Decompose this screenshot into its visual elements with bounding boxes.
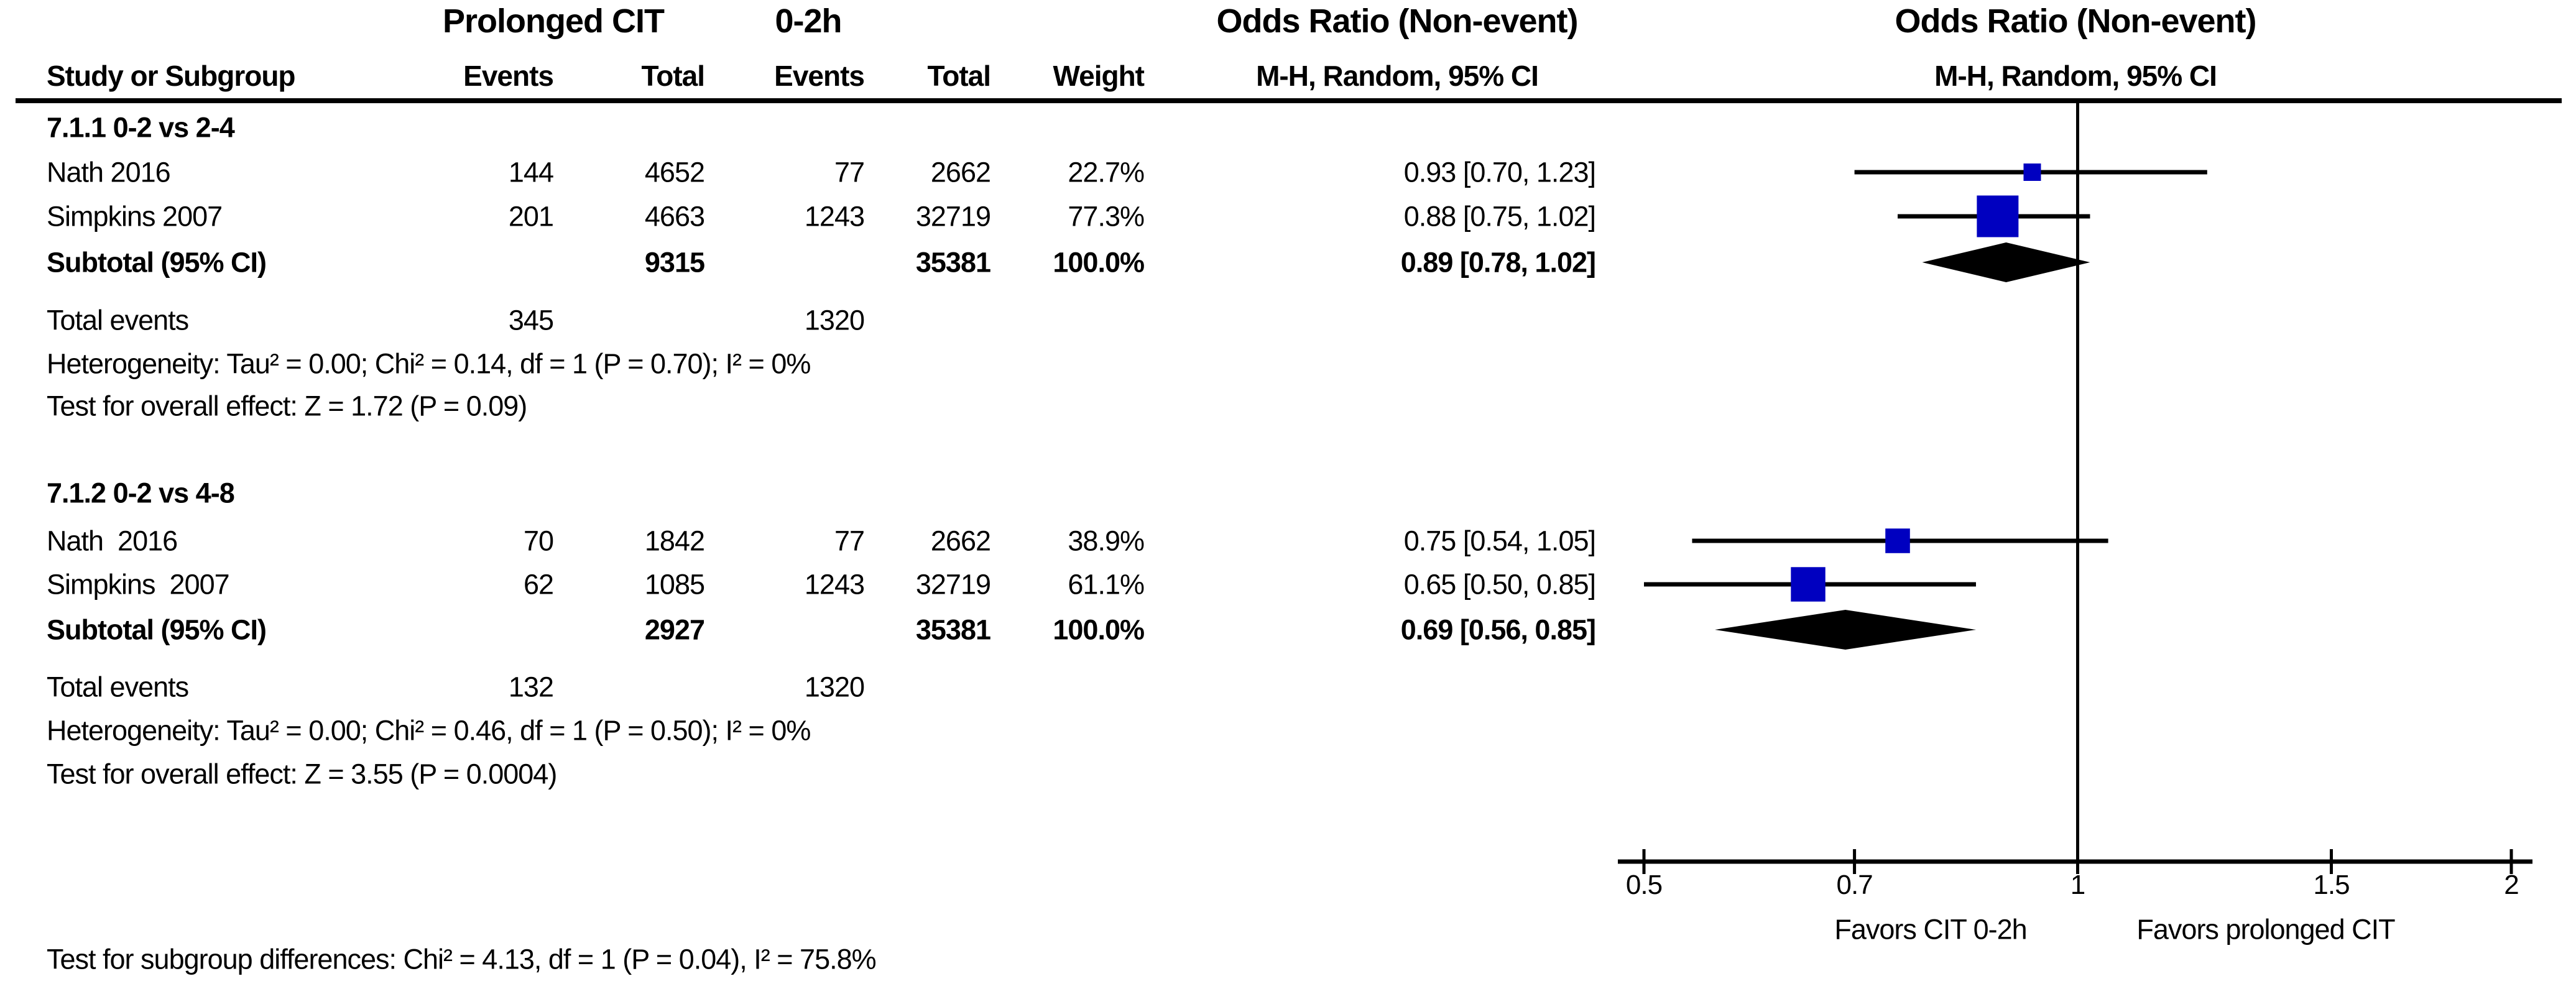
weight-cell: 61.1% xyxy=(1068,568,1145,601)
col-header-mh-plot: M-H, Random, 95% CI xyxy=(1934,60,2217,92)
events1-cell: 201 xyxy=(508,200,554,232)
total1-cell: 1085 xyxy=(644,568,705,601)
total2-cell: 32719 xyxy=(915,568,991,601)
ci-estimate-cell: 0.88 [0.75, 1.02] xyxy=(1403,200,1596,232)
total1-cell: 4663 xyxy=(644,200,705,232)
subtotal-ci: 0.89 [0.78, 1.02] xyxy=(1400,246,1596,278)
col-header-weight: Weight xyxy=(1053,60,1145,92)
effect-square xyxy=(1791,567,1826,602)
subtotal-weight: 100.0% xyxy=(1053,614,1145,646)
axis-tick-label: 1.5 xyxy=(2313,870,2350,900)
subtotal-total2: 35381 xyxy=(915,614,991,646)
heterogeneity-text: Heterogeneity: Tau² = 0.00; Chi² = 0.46,… xyxy=(47,714,811,747)
events2-cell: 77 xyxy=(834,525,865,557)
favors-left-label: Favors CIT 0-2h xyxy=(1834,913,2027,946)
axis-tick-label: 0.7 xyxy=(1836,870,1873,900)
effect-square xyxy=(2023,163,2041,181)
overall-effect-text: Test for overall effect: Z = 3.55 (P = 0… xyxy=(47,758,557,790)
favors-right-label: Favors prolonged CIT xyxy=(2136,913,2395,946)
study-label: Simpkins 2007 xyxy=(47,200,223,232)
ci-estimate-cell: 0.65 [0.50, 0.85] xyxy=(1403,568,1596,601)
subtotal-label: Subtotal (95% CI) xyxy=(47,614,267,646)
subgroup-heading: 7.1.1 0-2 vs 2-4 xyxy=(47,111,235,144)
col-header-study: Study or Subgroup xyxy=(47,60,296,92)
group-header-treatment: Prolonged CIT xyxy=(443,2,665,40)
effect-square xyxy=(1977,195,2019,237)
total1-cell: 4652 xyxy=(644,156,705,188)
total-events-2: 1320 xyxy=(804,304,865,336)
total-events-2: 1320 xyxy=(804,671,865,703)
subtotal-total2: 35381 xyxy=(915,246,991,278)
col-header-total-1: Total xyxy=(641,60,705,92)
axis-tick-label: 0.5 xyxy=(1625,870,1663,900)
study-label: Nath 2016 xyxy=(47,156,171,188)
or-column-header-text: Odds Ratio (Non-event) xyxy=(1216,2,1579,40)
subtotal-label: Subtotal (95% CI) xyxy=(47,246,267,278)
subgroup-heading: 7.1.2 0-2 vs 4-8 xyxy=(47,477,235,509)
effect-square xyxy=(1885,528,1910,553)
weight-cell: 22.7% xyxy=(1068,156,1145,188)
total2-cell: 2662 xyxy=(930,525,991,557)
weight-cell: 38.9% xyxy=(1068,525,1145,557)
subtotal-weight: 100.0% xyxy=(1053,246,1145,278)
subtotal-diamond xyxy=(1922,242,2090,282)
events1-cell: 144 xyxy=(508,156,554,188)
total2-cell: 2662 xyxy=(930,156,991,188)
overall-effect-text: Test for overall effect: Z = 1.72 (P = 0… xyxy=(47,390,527,422)
subtotal-diamond xyxy=(1715,610,1976,650)
or-column-header-plot: Odds Ratio (Non-event) xyxy=(1895,2,2257,40)
col-header-total-2: Total xyxy=(927,60,991,92)
axis-tick-label: 1 xyxy=(2070,870,2086,900)
group-header-control: 0-2h xyxy=(775,2,842,40)
subgroup-difference-test: Test for subgroup differences: Chi² = 4.… xyxy=(47,943,877,975)
subtotal-total1: 2927 xyxy=(644,614,705,646)
total-events-label: Total events xyxy=(47,304,189,336)
header-rule xyxy=(16,98,2562,103)
ci-estimate-cell: 0.93 [0.70, 1.23] xyxy=(1403,156,1596,188)
weight-cell: 77.3% xyxy=(1068,200,1145,232)
axis-tick-label: 2 xyxy=(2504,870,2519,900)
study-label: Nath 2016 xyxy=(47,525,178,557)
events2-cell: 77 xyxy=(834,156,865,188)
col-header-events-1: Events xyxy=(463,60,554,92)
total1-cell: 1842 xyxy=(644,525,705,557)
total-events-1: 345 xyxy=(508,304,554,336)
total-events-1: 132 xyxy=(508,671,554,703)
subtotal-ci: 0.69 [0.56, 0.85] xyxy=(1400,614,1596,646)
events2-cell: 1243 xyxy=(804,200,865,232)
study-label: Simpkins 2007 xyxy=(47,568,230,601)
ci-estimate-cell: 0.75 [0.54, 1.05] xyxy=(1403,525,1596,557)
col-header-events-2: Events xyxy=(774,60,865,92)
col-header-mh-text: M-H, Random, 95% CI xyxy=(1256,60,1539,92)
subtotal-total1: 9315 xyxy=(644,246,705,278)
total2-cell: 32719 xyxy=(915,200,991,232)
events1-cell: 62 xyxy=(523,568,554,601)
total-events-label: Total events xyxy=(47,671,189,703)
heterogeneity-text: Heterogeneity: Tau² = 0.00; Chi² = 0.14,… xyxy=(47,347,811,380)
events1-cell: 70 xyxy=(523,525,554,557)
events2-cell: 1243 xyxy=(804,568,865,601)
